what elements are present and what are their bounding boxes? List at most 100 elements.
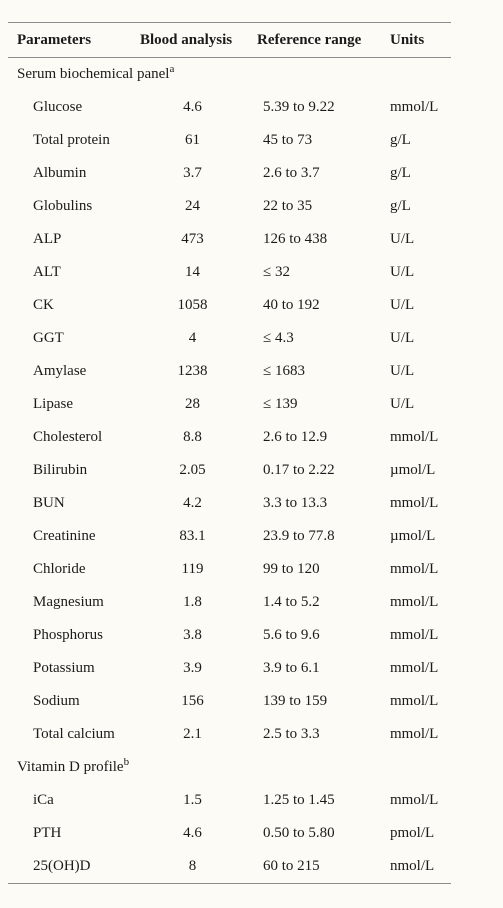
units-cell: g/L bbox=[390, 165, 411, 181]
units-cell: U/L bbox=[390, 363, 415, 379]
blood-analysis-cell: 4.6 bbox=[183, 825, 202, 841]
reference-range-cell: 126 to 438 bbox=[263, 231, 328, 247]
section-title: Vitamin D profile bbox=[17, 759, 124, 775]
units-cell: U/L bbox=[390, 231, 415, 247]
section-footnote-marker: b bbox=[123, 756, 130, 768]
header-parameters: Parameters bbox=[17, 31, 92, 48]
parameter-cell: ALT bbox=[33, 264, 61, 280]
units-cell: U/L bbox=[390, 330, 415, 346]
parameter-cell: CK bbox=[33, 297, 54, 313]
reference-range-cell: 139 to 159 bbox=[263, 693, 328, 709]
parameter-cell: Total protein bbox=[33, 132, 110, 148]
blood-analysis-cell: 1.5 bbox=[183, 792, 202, 808]
units-cell: nmol/L bbox=[390, 858, 435, 874]
header-units: Units bbox=[390, 31, 425, 48]
units-cell: mmol/L bbox=[390, 627, 439, 643]
parameter-cell: Chloride bbox=[33, 561, 86, 577]
table-top-rule bbox=[8, 22, 451, 23]
table-row: Cholesterol 8.8 2.6 to 12.9 mmol/L bbox=[8, 421, 451, 454]
blood-analysis-cell: 4.6 bbox=[183, 99, 202, 115]
parameter-cell: BUN bbox=[33, 495, 65, 511]
blood-analysis-cell: 473 bbox=[181, 231, 204, 247]
parameter-cell: Total calcium bbox=[33, 726, 115, 742]
table-row: ALT 14 ≤ 32 U/L bbox=[8, 256, 451, 289]
reference-range-cell: 0.50 to 5.80 bbox=[263, 825, 335, 841]
blood-analysis-cell: 3.8 bbox=[183, 627, 202, 643]
table-row: Glucose 4.6 5.39 to 9.22 mmol/L bbox=[8, 91, 451, 124]
section-title-cell: Vitamin D profileb bbox=[8, 751, 451, 784]
reference-range-cell: 5.39 to 9.22 bbox=[263, 99, 335, 115]
parameter-cell: Globulins bbox=[33, 198, 93, 214]
blood-analysis-cell: 61 bbox=[185, 132, 200, 148]
table-row: Magnesium 1.8 1.4 to 5.2 mmol/L bbox=[8, 586, 451, 619]
reference-range-cell: 5.6 to 9.6 bbox=[263, 627, 320, 643]
reference-range-cell: 40 to 192 bbox=[263, 297, 320, 313]
blood-analysis-cell: 1.8 bbox=[183, 594, 202, 610]
reference-range-cell: ≤ 139 bbox=[263, 396, 298, 412]
parameter-cell: Amylase bbox=[33, 363, 87, 379]
parameter-cell: Cholesterol bbox=[33, 429, 103, 445]
blood-analysis-cell: 14 bbox=[185, 264, 200, 280]
parameter-cell: Bilirubin bbox=[33, 462, 88, 478]
units-cell: µmol/L bbox=[390, 528, 436, 544]
table-row: Phosphorus 3.8 5.6 to 9.6 mmol/L bbox=[8, 619, 451, 652]
parameter-cell: Magnesium bbox=[33, 594, 104, 610]
table-row: ALP 473 126 to 438 U/L bbox=[8, 223, 451, 256]
units-cell: pmol/L bbox=[390, 825, 435, 841]
reference-range-cell: 3.3 to 13.3 bbox=[263, 495, 328, 511]
blood-analysis-cell: 1238 bbox=[177, 363, 208, 379]
reference-range-cell: ≤ 1683 bbox=[263, 363, 305, 379]
reference-range-cell: 45 to 73 bbox=[263, 132, 313, 148]
units-cell: U/L bbox=[390, 264, 415, 280]
units-cell: mmol/L bbox=[390, 561, 439, 577]
parameter-cell: iCa bbox=[33, 792, 54, 808]
blood-analysis-cell: 4.2 bbox=[183, 495, 202, 511]
units-cell: g/L bbox=[390, 198, 411, 214]
blood-analysis-cell: 3.9 bbox=[183, 660, 202, 676]
units-cell: mmol/L bbox=[390, 594, 439, 610]
section-title: Serum biochemical panel bbox=[17, 66, 170, 82]
reference-range-cell: 2.6 to 12.9 bbox=[263, 429, 328, 445]
parameter-cell: Lipase bbox=[33, 396, 73, 412]
reference-range-cell: 3.9 to 6.1 bbox=[263, 660, 320, 676]
table-row: BUN 4.2 3.3 to 13.3 mmol/L bbox=[8, 487, 451, 520]
table-row: PTH 4.6 0.50 to 5.80 pmol/L bbox=[8, 817, 451, 850]
data-table-container: Parameters Blood analysis Reference rang… bbox=[8, 22, 451, 884]
table-row: Total protein 61 45 to 73 g/L bbox=[8, 124, 451, 157]
blood-analysis-cell: 156 bbox=[181, 693, 204, 709]
parameter-cell: Potassium bbox=[33, 660, 95, 676]
blood-analysis-table: Parameters Blood analysis Reference rang… bbox=[8, 23, 451, 883]
reference-range-cell: 0.17 to 2.22 bbox=[263, 462, 335, 478]
parameter-cell: PTH bbox=[33, 825, 62, 841]
header-row: Parameters Blood analysis Reference rang… bbox=[8, 23, 451, 58]
reference-range-cell: 23.9 to 77.8 bbox=[263, 528, 335, 544]
units-cell: mmol/L bbox=[390, 99, 439, 115]
table-body: Serum biochemical panela Glucose 4.6 5.39 t… bbox=[8, 58, 451, 883]
table-row: CK 1058 40 to 192 U/L bbox=[8, 289, 451, 322]
units-cell: U/L bbox=[390, 396, 415, 412]
units-cell: mmol/L bbox=[390, 792, 439, 808]
blood-analysis-cell: 83.1 bbox=[179, 528, 206, 544]
parameter-cell: Glucose bbox=[33, 99, 83, 115]
header-reference-range: Reference range bbox=[257, 31, 362, 48]
reference-range-cell: 60 to 215 bbox=[263, 858, 320, 874]
table-row: Globulins 24 22 to 35 g/L bbox=[8, 190, 451, 223]
blood-analysis-cell: 119 bbox=[181, 561, 204, 577]
table-bottom-rule bbox=[8, 883, 451, 884]
parameter-cell: Albumin bbox=[33, 165, 87, 181]
table-row: Total calcium 2.1 2.5 to 3.3 mmol/L bbox=[8, 718, 451, 751]
units-cell: mmol/L bbox=[390, 726, 439, 742]
reference-range-cell: 2.6 to 3.7 bbox=[263, 165, 320, 181]
reference-range-cell: 22 to 35 bbox=[263, 198, 313, 214]
reference-range-cell: 1.25 to 1.45 bbox=[263, 792, 335, 808]
reference-range-cell: ≤ 32 bbox=[263, 264, 290, 280]
table-row: Creatinine 83.1 23.9 to 77.8 µmol/L bbox=[8, 520, 451, 553]
table-row: iCa 1.5 1.25 to 1.45 mmol/L bbox=[8, 784, 451, 817]
units-cell: mmol/L bbox=[390, 495, 439, 511]
units-cell: mmol/L bbox=[390, 693, 439, 709]
table-row: Sodium 156 139 to 159 mmol/L bbox=[8, 685, 451, 718]
parameter-cell: GGT bbox=[33, 330, 64, 346]
header-rule bbox=[8, 57, 451, 58]
blood-analysis-cell: 3.7 bbox=[183, 165, 202, 181]
reference-range-cell: ≤ 4.3 bbox=[263, 330, 294, 346]
